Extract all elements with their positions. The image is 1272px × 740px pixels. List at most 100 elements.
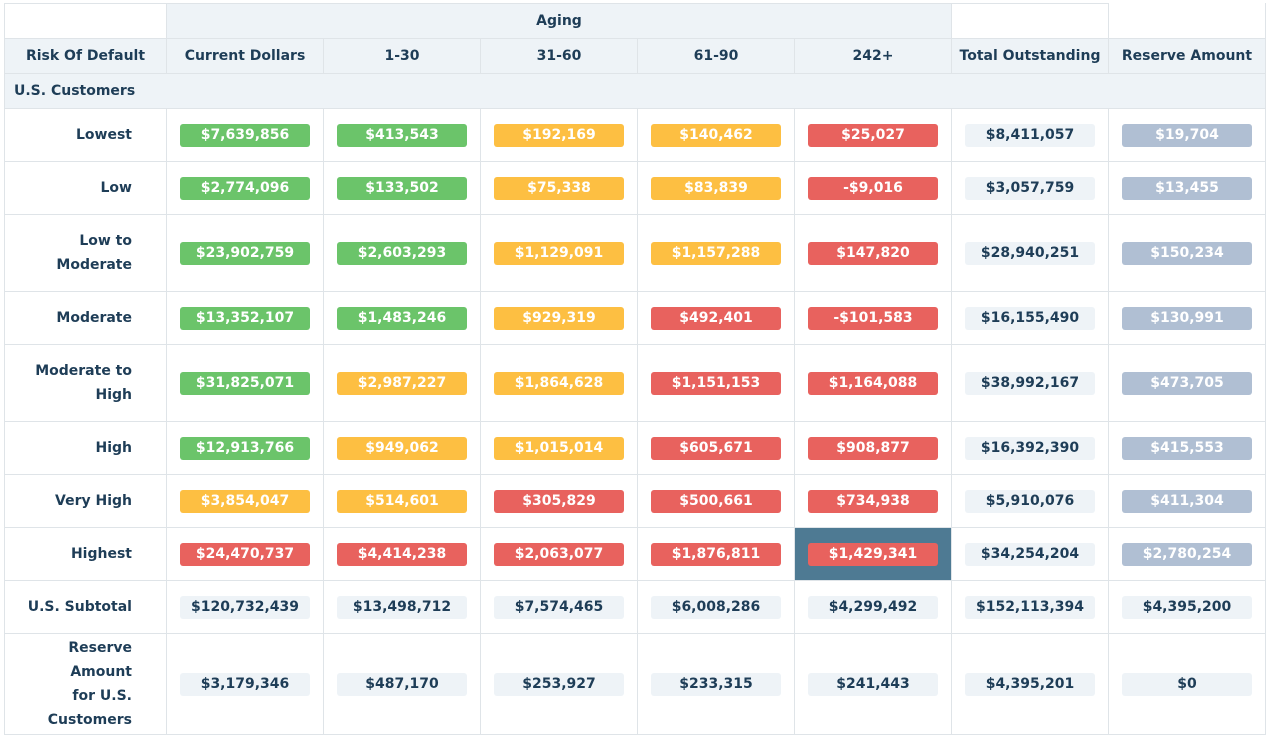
row-label[interactable]: Highest (4, 527, 167, 581)
table-cell[interactable]: $3,179,346 (166, 633, 324, 735)
table-cell[interactable]: $2,603,293 (323, 214, 481, 292)
table-cell[interactable]: $241,443 (794, 633, 952, 735)
table-cell[interactable]: $12,913,766 (166, 421, 324, 475)
section-label[interactable]: U.S. Customers (4, 73, 1266, 109)
table-cell[interactable]: $233,315 (637, 633, 795, 735)
table-cell[interactable]: $13,498,712 (323, 580, 481, 634)
col-header-1-30[interactable]: 1-30 (323, 38, 481, 74)
table-cell[interactable]: -$9,016 (794, 161, 952, 215)
table-cell[interactable]: -$101,583 (794, 291, 952, 345)
value-pill: $6,008,286 (651, 595, 781, 619)
table-cell[interactable]: $949,062 (323, 421, 481, 475)
table-cell[interactable]: $1,164,088 (794, 344, 952, 422)
table-cell[interactable]: $3,854,047 (166, 474, 324, 528)
row-label[interactable]: High (4, 421, 167, 475)
row-label-line: High (95, 387, 132, 403)
table-cell[interactable]: $1,129,091 (480, 214, 638, 292)
row-label[interactable]: Low (4, 161, 167, 215)
table-cell[interactable]: $4,414,238 (323, 527, 481, 581)
row-label[interactable]: Lowest (4, 108, 167, 162)
table-cell[interactable]: $4,395,200 (1108, 580, 1266, 634)
table-cell[interactable]: $8,411,057 (951, 108, 1109, 162)
col-header-61-90[interactable]: 61-90 (637, 38, 795, 74)
table-cell[interactable]: $2,780,254 (1108, 527, 1266, 581)
table-cell[interactable]: $929,319 (480, 291, 638, 345)
table-cell[interactable]: $1,151,153 (637, 344, 795, 422)
table-cell[interactable]: $473,705 (1108, 344, 1266, 422)
col-header-31-60[interactable]: 31-60 (480, 38, 638, 74)
table-cell[interactable]: $7,639,856 (166, 108, 324, 162)
table-cell[interactable]: $31,825,071 (166, 344, 324, 422)
row-label-line: Lowest (76, 127, 132, 143)
value-pill: $2,603,293 (337, 241, 467, 265)
table-cell[interactable]: $1,864,628 (480, 344, 638, 422)
table-cell[interactable]: $83,839 (637, 161, 795, 215)
table-cell[interactable]: $7,574,465 (480, 580, 638, 634)
table-cell[interactable]: $3,057,759 (951, 161, 1109, 215)
table-cell[interactable]: $13,352,107 (166, 291, 324, 345)
col-header-reserve-amount[interactable]: Reserve Amount (1108, 38, 1266, 74)
table-cell[interactable]: $28,940,251 (951, 214, 1109, 292)
row-label[interactable]: U.S. Subtotal (4, 580, 167, 634)
table-cell[interactable]: $24,470,737 (166, 527, 324, 581)
value-pill: $2,987,227 (337, 371, 467, 395)
row-label[interactable]: Reserve Amount for U.S. Customers (4, 633, 167, 735)
table-cell[interactable]: $75,338 (480, 161, 638, 215)
table-cell[interactable]: $13,455 (1108, 161, 1266, 215)
table-cell[interactable]: $16,155,490 (951, 291, 1109, 345)
table-cell[interactable]: $16,392,390 (951, 421, 1109, 475)
row-label[interactable]: Very High (4, 474, 167, 528)
table-cell[interactable]: $253,927 (480, 633, 638, 735)
table-cell[interactable]: $5,910,076 (951, 474, 1109, 528)
table-cell[interactable]: $1,015,014 (480, 421, 638, 475)
row-label[interactable]: Moderate (4, 291, 167, 345)
table-cell[interactable]: $2,774,096 (166, 161, 324, 215)
table-cell[interactable]: $413,543 (323, 108, 481, 162)
table-cell[interactable]: $605,671 (637, 421, 795, 475)
row-label[interactable]: Moderate to High (4, 344, 167, 422)
table-cell[interactable]: $25,027 (794, 108, 952, 162)
value-pill: $8,411,057 (965, 123, 1095, 147)
table-cell[interactable]: $192,169 (480, 108, 638, 162)
table-cell[interactable]: $305,829 (480, 474, 638, 528)
table-cell[interactable]: $2,987,227 (323, 344, 481, 422)
table-cell[interactable]: $140,462 (637, 108, 795, 162)
table-cell[interactable]: $150,234 (1108, 214, 1266, 292)
table-cell[interactable]: $34,254,204 (951, 527, 1109, 581)
table-cell[interactable]: $4,395,201 (951, 633, 1109, 735)
table-cell[interactable]: $411,304 (1108, 474, 1266, 528)
table-cell-selected[interactable]: $1,429,341 (794, 527, 952, 581)
table-cell[interactable]: $500,661 (637, 474, 795, 528)
table-cell[interactable]: $492,401 (637, 291, 795, 345)
table-cell[interactable]: $734,938 (794, 474, 952, 528)
col-header-risk-of-default[interactable]: Risk Of Default (4, 38, 167, 74)
table-cell[interactable]: $514,601 (323, 474, 481, 528)
table-cell[interactable]: $908,877 (794, 421, 952, 475)
table-cell[interactable]: $1,157,288 (637, 214, 795, 292)
table-cell[interactable]: $152,113,394 (951, 580, 1109, 634)
table-cell[interactable]: $23,902,759 (166, 214, 324, 292)
col-header-total-outstanding[interactable]: Total Outstanding (951, 38, 1109, 74)
value-pill: $150,234 (1122, 241, 1252, 265)
header-blank-corner (1108, 3, 1266, 39)
row-label-line: High (95, 440, 132, 456)
table-cell[interactable]: $130,991 (1108, 291, 1266, 345)
table-cell[interactable]: $487,170 (323, 633, 481, 735)
table-cell[interactable]: $415,553 (1108, 421, 1266, 475)
table-cell[interactable]: $1,483,246 (323, 291, 481, 345)
table-cell[interactable]: $0 (1108, 633, 1266, 735)
table-cell[interactable]: $120,732,439 (166, 580, 324, 634)
table-cell[interactable]: $1,876,811 (637, 527, 795, 581)
col-header-current-dollars[interactable]: Current Dollars (166, 38, 324, 74)
table-cell[interactable]: $147,820 (794, 214, 952, 292)
aging-group-header[interactable]: Aging (166, 3, 952, 39)
table-cell[interactable]: $38,992,167 (951, 344, 1109, 422)
table-cell[interactable]: $2,063,077 (480, 527, 638, 581)
table-cell[interactable]: $6,008,286 (637, 580, 795, 634)
value-pill: $4,299,492 (808, 595, 938, 619)
table-cell[interactable]: $4,299,492 (794, 580, 952, 634)
col-header-242-plus[interactable]: 242+ (794, 38, 952, 74)
row-label[interactable]: Low to Moderate (4, 214, 167, 292)
table-cell[interactable]: $133,502 (323, 161, 481, 215)
table-cell[interactable]: $19,704 (1108, 108, 1266, 162)
